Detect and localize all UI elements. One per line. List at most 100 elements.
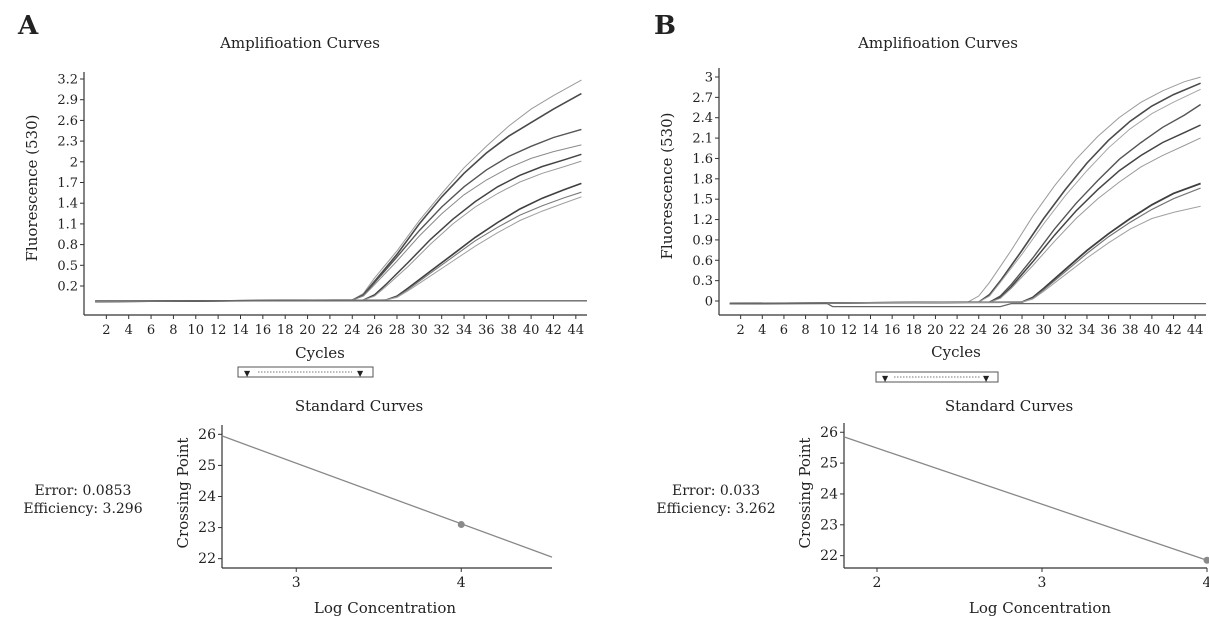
x-tick-label: 14 [862,323,879,338]
y-tick-label: 1.4 [57,197,78,212]
x-tick-label: 6 [147,323,155,338]
slider-left-handle-icon[interactable]: ▼ [882,374,889,383]
series-line-7 [95,183,581,301]
x-tick-label: 42 [545,323,562,338]
y-tick-label: 24 [820,486,838,502]
y-tick-label: 22 [820,548,838,564]
series-line-7 [730,184,1201,304]
series-line-6 [95,161,581,301]
x-tick-label: 20 [927,323,944,338]
y-tick-label: 0.9 [692,233,713,248]
y-tick-label: 0.3 [692,274,713,289]
cycle-range-slider-a[interactable]: ▼ ▼ [238,367,373,378]
series-line-8 [730,188,1201,304]
y-tick-label: 1.5 [692,193,713,208]
x-tick-label: 3 [292,575,301,591]
y-tick-label: 2 [70,155,78,170]
y-axis-label: Fluorescence (530) [23,115,41,262]
y-tick-label: 0.8 [57,238,78,253]
cycle-range-slider-b[interactable]: ▼ ▼ [876,372,998,383]
x-tick-label: 18 [277,323,294,338]
x-tick-label: 18 [906,323,923,338]
y-tick-label: 22 [198,551,216,567]
x-tick-label: 10 [819,323,836,338]
data-point-1 [1204,557,1209,564]
y-tick-label: 1.8 [692,172,713,187]
x-tick-label: 24 [344,323,361,338]
y-tick-label: 0.6 [692,254,713,269]
series-line-9 [95,197,581,302]
y-tick-label: 0.2 [57,280,78,295]
x-axis-label: Log Concentration [314,599,456,617]
x-tick-label: 22 [322,323,339,338]
y-tick-label: 1.2 [692,213,713,228]
data-point-1 [458,521,465,528]
y-tick-label: 1.6 [692,152,713,167]
slider-right-handle-icon[interactable]: ▼ [983,374,990,383]
x-tick-label: 38 [1122,323,1139,338]
standard-curve-chart-b: Standard Curves Crossing Point Log Conce… [656,397,1209,617]
x-tick-label: 32 [1057,323,1074,338]
x-tick-label: 38 [500,323,517,338]
x-tick-label: 28 [1014,323,1031,338]
amplification-chart-b: Amplifioation Curves Fluorescence (530) … [658,34,1206,361]
x-tick-label: 34 [1079,323,1096,338]
x-tick-label: 30 [1035,323,1052,338]
y-tick-label: 0 [705,295,713,310]
series-line-1 [95,80,581,301]
slider-right-handle-icon[interactable]: ▼ [357,369,364,378]
y-tick-label: 3 [705,71,713,86]
x-tick-label: 14 [232,323,249,338]
efficiency-readout: Efficiency: 3.262 [656,501,775,517]
y-tick-label: 25 [198,458,216,474]
y-tick-label: 23 [198,520,216,536]
series-line-5 [95,154,581,301]
x-tick-label: 8 [169,323,177,338]
x-tick-label: 44 [568,323,585,338]
x-tick-label: 3 [1038,575,1047,591]
x-tick-label: 26 [992,323,1009,338]
series-line-1 [730,77,1201,304]
x-tick-label: 12 [210,323,227,338]
y-tick-label: 2.4 [692,111,713,126]
x-axis-label: Cycles [931,343,981,361]
standard-curve-chart-a: Standard Curves Crossing Point Log Conce… [23,397,552,617]
x-tick-label: 20 [299,323,316,338]
x-tick-label: 8 [801,323,809,338]
x-tick-label: 42 [1165,323,1182,338]
y-axis-label: Crossing Point [174,438,192,549]
panel-label-b: B [654,11,676,41]
y-tick-label: 25 [820,456,838,472]
amplification-chart-a: Amplifioation Curves Fluorescence (530) … [23,34,587,362]
chart-title: Standard Curves [295,397,423,415]
error-readout: Error: 0.0853 [35,483,132,499]
chart-title: Standard Curves [945,397,1073,415]
y-tick-label: 24 [198,489,216,505]
series-line-1 [222,436,552,557]
x-tick-label: 16 [255,323,272,338]
y-tick-label: 23 [820,517,838,533]
y-tick-label: 2.6 [57,114,78,129]
x-tick-label: 16 [884,323,901,338]
y-axis-label: Fluorescence (530) [658,113,676,260]
x-tick-label: 36 [1100,323,1117,338]
x-axis-label: Log Concentration [969,599,1111,617]
slider-left-handle-icon[interactable]: ▼ [244,369,251,378]
error-readout: Error: 0.033 [672,483,760,499]
series-line-8 [95,192,581,301]
series-line-4 [95,145,581,302]
x-tick-label: 22 [949,323,966,338]
series-line-2 [730,83,1201,303]
x-tick-label: 2 [737,323,745,338]
y-tick-label: 0.5 [57,259,78,274]
series-line-9 [730,206,1201,303]
series-line-10 [730,304,1206,307]
y-tick-label: 1.7 [57,176,78,191]
series-line-2 [95,94,581,302]
x-tick-label: 4 [1203,575,1209,591]
x-tick-label: 34 [456,323,473,338]
x-tick-label: 36 [478,323,495,338]
x-tick-label: 4 [125,323,133,338]
x-tick-label: 40 [1144,323,1161,338]
